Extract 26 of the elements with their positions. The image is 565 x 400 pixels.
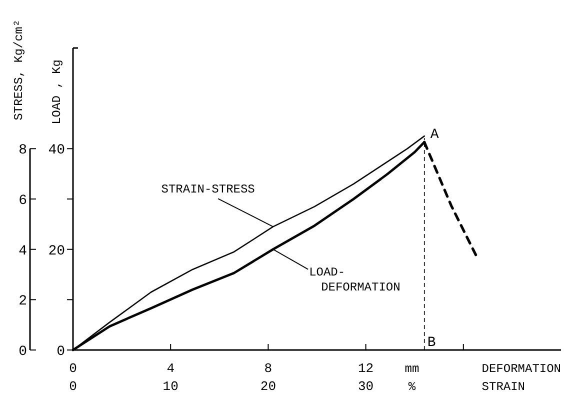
x2-tick-label: 0: [69, 379, 77, 394]
y2-tick-label: 8: [18, 142, 27, 159]
x2-tick-label: 30: [358, 379, 374, 394]
x2-axis-title: STRAIN: [482, 380, 526, 394]
y-axis-title: LOAD , Kg: [50, 60, 64, 124]
text: LOAD-DEFORMATION: [309, 265, 400, 294]
y2-tick-label: 2: [18, 294, 27, 310]
y-tick-label: 40: [48, 142, 65, 159]
text: STRAIN-STRESS: [161, 182, 255, 197]
y2-tick-label: 6: [18, 193, 27, 209]
x-tick-label: 8: [264, 361, 272, 376]
annotation: B: [427, 335, 436, 351]
y-tick-label: 0: [56, 344, 65, 360]
annotation: A: [430, 127, 440, 144]
y-tick-label: 20: [48, 243, 65, 260]
x2-tick-label: 10: [162, 379, 178, 394]
text: %: [408, 380, 416, 394]
y2-tick-label: 4: [18, 243, 27, 260]
x-tick-label: 0: [69, 361, 77, 376]
y2-axis-title: STRESS, Kg/cm²: [12, 20, 26, 120]
x-tick-label: 12: [358, 361, 374, 376]
x-axis-title: DEFORMATION: [482, 362, 561, 376]
x2-tick-label: 20: [260, 379, 276, 394]
x-tick-label: 4: [166, 361, 175, 376]
text: mm: [404, 362, 420, 376]
y2-tick-label: 0: [18, 344, 27, 360]
